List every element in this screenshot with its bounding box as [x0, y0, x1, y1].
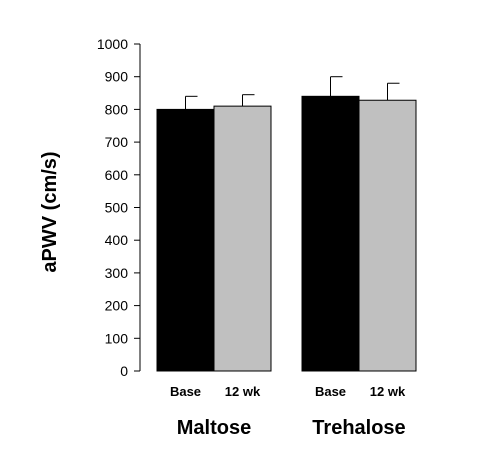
bar-label: 12 wk	[370, 384, 406, 399]
bar-label: 12 wk	[225, 384, 261, 399]
y-tick-label: 700	[105, 134, 129, 150]
bar	[358, 99, 417, 372]
y-tick-label: 0	[120, 363, 128, 379]
bar	[301, 95, 360, 372]
y-tick-label: 600	[105, 167, 129, 183]
x-labels: Base 12 wk Maltose Base 12 wk Trehalose	[170, 384, 406, 439]
y-tick-label: 500	[105, 200, 129, 216]
bar	[213, 105, 272, 372]
y-axis-title: aPWV (cm/s)	[39, 151, 61, 272]
y-tick-label: 800	[105, 101, 129, 117]
bar-label: Base	[170, 384, 201, 399]
group-label: Maltose	[177, 417, 251, 439]
bar-label: Base	[315, 384, 346, 399]
y-axis: 0 100 200 300 400 500 600 700 800 900 1000	[97, 36, 141, 379]
group-label: Trehalose	[312, 417, 405, 439]
y-tick-label: 100	[105, 330, 129, 346]
y-tick-label: 200	[105, 298, 129, 314]
bars	[156, 76, 417, 372]
y-tick-label: 400	[105, 232, 129, 248]
y-tick-label: 1000	[97, 36, 128, 52]
y-tick-label: 900	[105, 69, 129, 85]
y-tick-label: 300	[105, 265, 129, 281]
bar	[156, 108, 215, 372]
